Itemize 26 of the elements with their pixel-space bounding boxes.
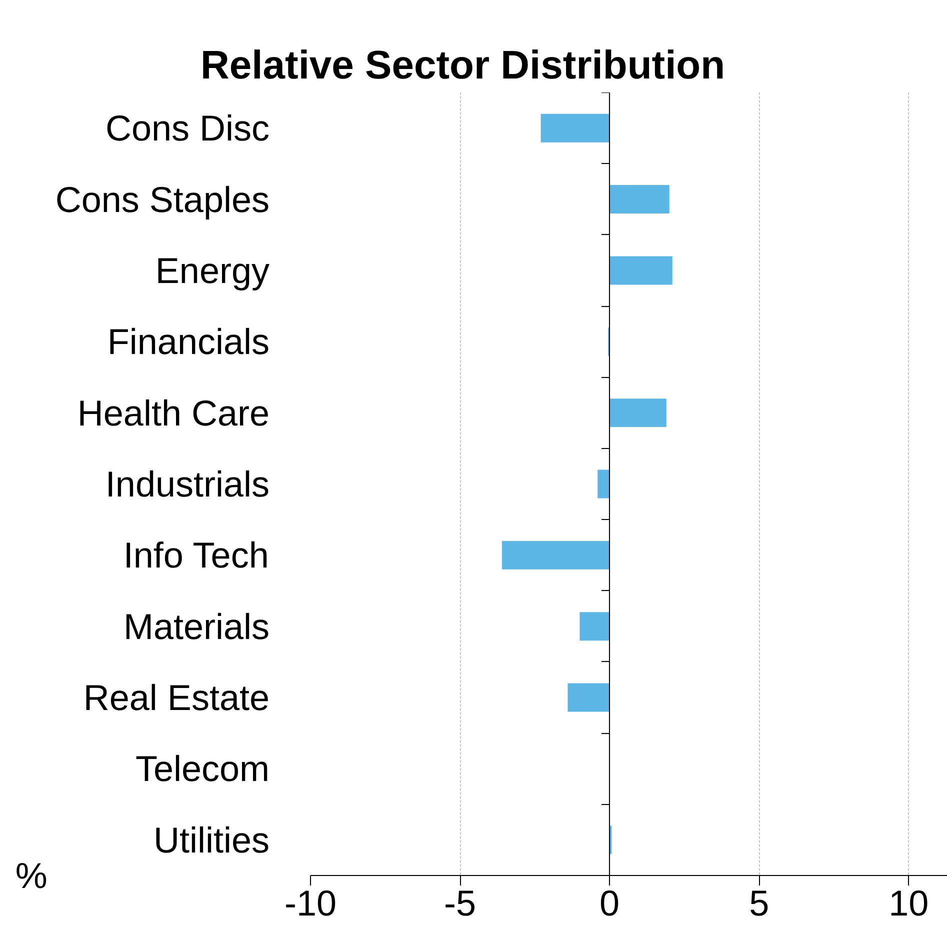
y-tick-label: Health Care	[77, 392, 270, 434]
y-tick-label: Cons Staples	[55, 178, 270, 220]
y-tick-label: Materials	[123, 606, 270, 647]
bar	[610, 256, 672, 285]
y-tick-label: Financials	[107, 321, 270, 362]
x-tick-label: 0	[600, 882, 620, 924]
x-tick-label: -10	[284, 882, 337, 924]
bar	[502, 540, 610, 570]
bar	[580, 612, 610, 641]
y-tick-label: Info Tech	[123, 534, 269, 576]
y-tick-label: Real Estate	[83, 677, 270, 718]
y-tick-label: Industrials	[105, 464, 270, 504]
bar	[598, 470, 610, 498]
bar	[568, 683, 610, 712]
y-tick-label: Utilities	[153, 819, 270, 860]
x-axis-title: %	[15, 855, 48, 896]
bar	[610, 398, 666, 428]
y-tick-label: Cons Disc	[105, 108, 270, 149]
x-tick-label: 5	[749, 882, 770, 924]
x-tick-label: 10	[888, 882, 929, 924]
x-tick-label: -5	[444, 882, 476, 924]
bar	[540, 114, 610, 142]
bar	[610, 185, 670, 214]
y-tick-label: Telecom	[135, 748, 270, 790]
y-tick-label: Energy	[155, 250, 270, 291]
chart-title: Relative Sector Distribution	[200, 44, 726, 88]
